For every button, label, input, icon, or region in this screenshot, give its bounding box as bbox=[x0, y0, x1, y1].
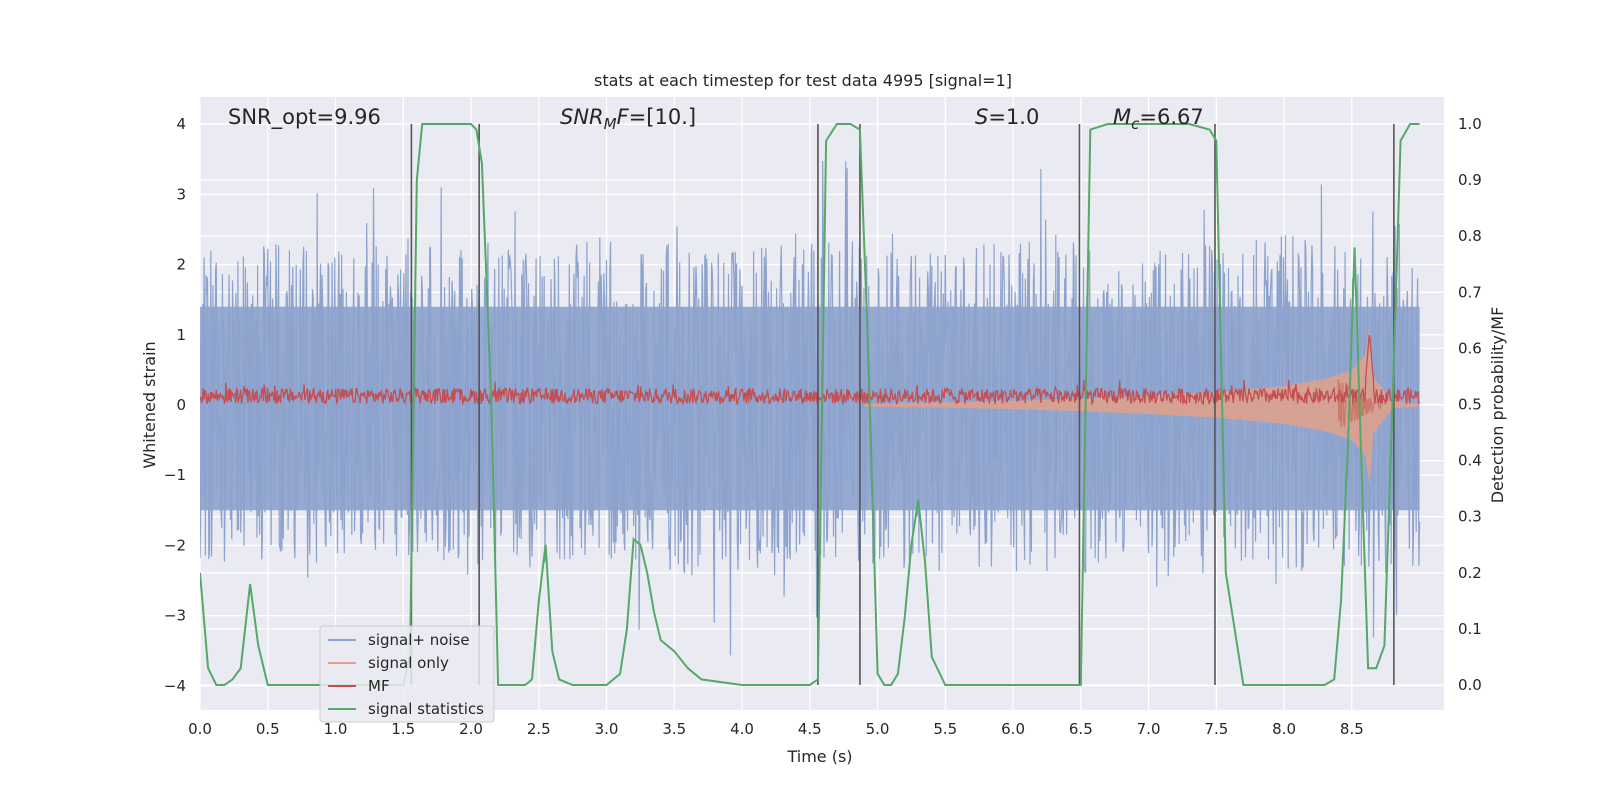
y2-axis-ticks: 1.0 0.9 0.8 0.7 0.6 0.5 0.4 0.3 0.2 0.1 0.0 bbox=[1458, 115, 1482, 694]
x-tick-label: 8.5 bbox=[1340, 720, 1364, 738]
y2-tick-label: 0.6 bbox=[1458, 339, 1482, 357]
y2-tick-label: 0.5 bbox=[1458, 396, 1482, 414]
annotation-part: SNR_opt=9.96 bbox=[228, 105, 381, 130]
y2-tick-label: 1.0 bbox=[1458, 115, 1482, 133]
x-tick-label: 0.0 bbox=[188, 720, 212, 738]
x-tick-label: 5.0 bbox=[866, 720, 890, 738]
annotation-part: =1.0 bbox=[988, 105, 1039, 129]
y-tick-label: 1 bbox=[176, 326, 186, 344]
annotation-part: SNR bbox=[560, 105, 604, 129]
y2-axis-label: Detection probability/MF bbox=[1488, 307, 1507, 504]
legend-label: signal only bbox=[368, 654, 449, 672]
legend-label: signal+ noise bbox=[368, 631, 470, 649]
x-tick-label: 1.5 bbox=[391, 720, 415, 738]
y-tick-label: 2 bbox=[176, 256, 186, 274]
x-tick-label: 0.5 bbox=[256, 720, 280, 738]
y-tick-label: −2 bbox=[164, 536, 186, 554]
y-tick-label: −1 bbox=[164, 466, 186, 484]
annotation-3: Mc=6.67 bbox=[1113, 105, 1204, 133]
x-axis-label: Time (s) bbox=[786, 747, 852, 766]
x-tick-label: 4.0 bbox=[730, 720, 754, 738]
chart-title: stats at each timestep for test data 499… bbox=[594, 71, 1012, 90]
y2-tick-label: 0.1 bbox=[1458, 620, 1482, 638]
y-axis-label: Whitened strain bbox=[140, 341, 159, 468]
mf-line bbox=[200, 334, 1421, 406]
x-tick-label: 6.5 bbox=[1069, 720, 1093, 738]
y-tick-label: −4 bbox=[164, 677, 186, 695]
y-tick-label: 4 bbox=[176, 115, 186, 133]
x-axis-ticks: 0.0 0.5 1.0 1.5 2.0 2.5 3.0 3.5 4.0 4.5 5.0 5.5 6.0 6… bbox=[188, 720, 1364, 738]
mf-series bbox=[200, 334, 1421, 406]
signal-noise-line bbox=[200, 160, 1421, 656]
x-tick-label: 4.5 bbox=[798, 720, 822, 738]
x-tick-label: 8.0 bbox=[1272, 720, 1296, 738]
y-tick-label: 0 bbox=[176, 396, 186, 414]
annotation-part: M bbox=[604, 115, 617, 133]
y2-tick-label: 0.8 bbox=[1458, 227, 1482, 245]
x-tick-label: 3.5 bbox=[662, 720, 686, 738]
annotation-part: M bbox=[1113, 105, 1131, 129]
x-tick-label: 2.5 bbox=[527, 720, 551, 738]
x-tick-label: 7.0 bbox=[1137, 720, 1161, 738]
y-tick-label: 3 bbox=[176, 185, 186, 203]
annotation-part: F bbox=[617, 105, 630, 129]
x-tick-label: 5.5 bbox=[933, 720, 957, 738]
signal-noise-series bbox=[200, 160, 1421, 656]
y2-tick-label: 0.3 bbox=[1458, 508, 1482, 526]
y-axis-ticks: 4 3 2 1 0 −1 −2 −3 −4 bbox=[164, 115, 186, 695]
y-tick-label: −3 bbox=[164, 607, 186, 625]
x-tick-label: 6.0 bbox=[1001, 720, 1025, 738]
legend-label: signal statistics bbox=[368, 700, 484, 718]
signal-only-envelope bbox=[864, 324, 1420, 486]
annotation-part: =[10.] bbox=[629, 105, 696, 129]
annotation-part: c bbox=[1131, 115, 1140, 133]
legend-label: MF bbox=[368, 677, 390, 695]
annotation-1: SNRMF=[10.] bbox=[560, 105, 696, 133]
y2-tick-label: 0.4 bbox=[1458, 452, 1482, 470]
annotation-0: SNR_opt=9.96 bbox=[228, 105, 381, 130]
x-tick-label: 2.0 bbox=[459, 720, 483, 738]
legend-box bbox=[319, 625, 495, 723]
x-tick-label: 3.0 bbox=[595, 720, 619, 738]
x-tick-label: 1.0 bbox=[324, 720, 348, 738]
annotation-2: S=1.0 bbox=[975, 105, 1039, 129]
legend: signal+ noise signal only MF signal statist… bbox=[319, 625, 495, 723]
y2-tick-label: 0.2 bbox=[1458, 564, 1482, 582]
x-tick-label: 7.5 bbox=[1204, 720, 1228, 738]
annotation-part: =6.67 bbox=[1139, 105, 1203, 129]
annotation-part: S bbox=[975, 105, 988, 129]
y2-tick-label: 0.7 bbox=[1458, 283, 1482, 301]
y2-tick-label: 0.9 bbox=[1458, 171, 1482, 189]
y2-tick-label: 0.0 bbox=[1458, 676, 1482, 694]
annotations: SNR_opt=9.96 SNRMF=[10.] S=1.0 Mc=6.67 bbox=[228, 105, 1204, 133]
